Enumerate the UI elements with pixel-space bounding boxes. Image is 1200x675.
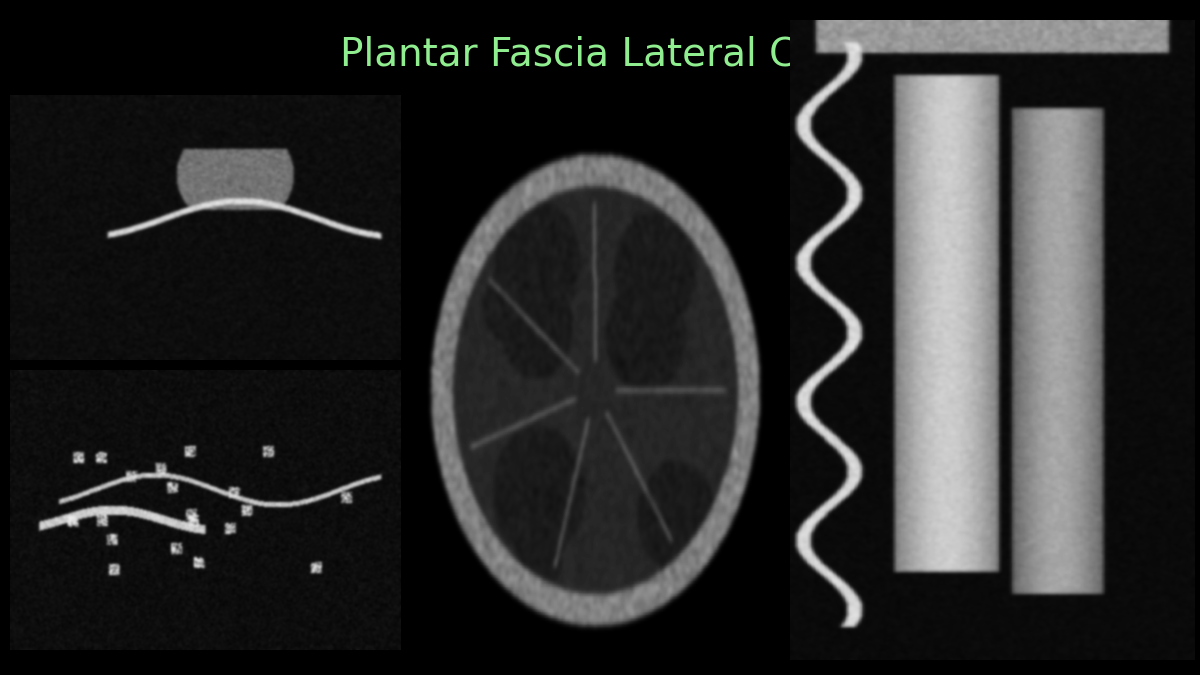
Text: Lateral Cord Plantar Fascia: Lateral Cord Plantar Fascia	[38, 318, 311, 336]
Text: Fasciopathy: Fasciopathy	[485, 80, 715, 118]
Text: Peroneus Brevis: Peroneus Brevis	[74, 390, 239, 408]
Text: th: th	[64, 101, 79, 114]
Text: Metatarsal Bone: Metatarsal Bone	[74, 102, 247, 120]
Text: 5: 5	[55, 102, 67, 120]
Text: Plantar Fascia Lateral Cord: Plantar Fascia Lateral Cord	[340, 35, 860, 73]
